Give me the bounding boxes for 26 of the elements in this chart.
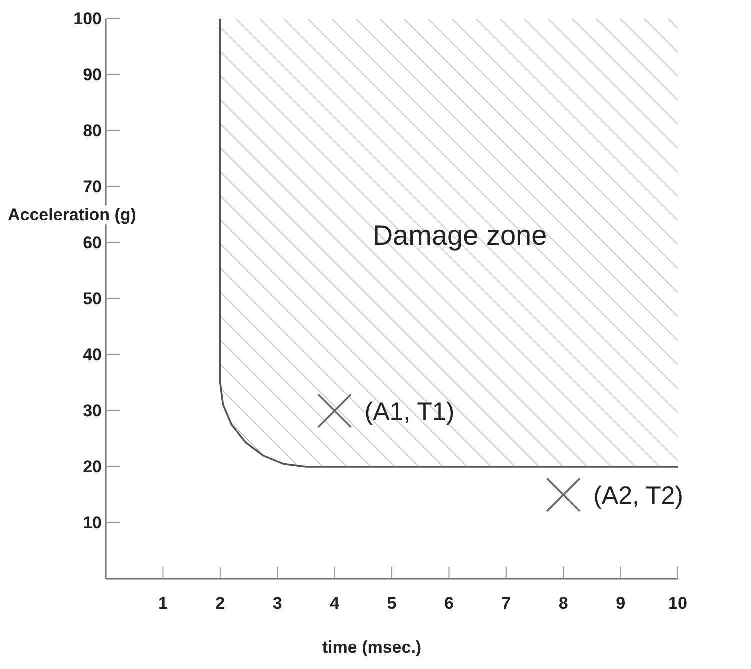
- y-axis-title: Acceleration (g): [8, 206, 136, 225]
- y-tick-label: 10: [83, 513, 102, 532]
- line-series: [220, 18, 679, 468]
- y-tick-label: 70: [83, 177, 102, 196]
- y-tick-label: 30: [83, 401, 102, 420]
- y-tick-label: 90: [83, 65, 102, 84]
- annotation: Damage zone: [372, 220, 548, 251]
- y-tick-label: 20: [83, 457, 102, 476]
- x-tick-label: 6: [444, 594, 454, 614]
- y-tick-label: 100: [74, 9, 102, 28]
- y-tick-label: 50: [83, 289, 102, 308]
- x-tick-label: 8: [558, 594, 568, 614]
- x-axis-title: time (msec.): [322, 638, 422, 657]
- annotation: (A2, T2): [594, 482, 684, 510]
- y-tick-label: 80: [83, 121, 102, 140]
- x-tick-label: 7: [502, 594, 512, 614]
- x-tick-label: 10: [668, 594, 688, 614]
- y-tick-label: 60: [83, 233, 102, 252]
- x-tick-label: 2: [216, 594, 226, 614]
- x-tick-label: 3: [272, 594, 282, 614]
- x-tick-label: 4: [330, 594, 340, 614]
- annotation: (A1, T1): [364, 398, 455, 426]
- y-tick-label: 40: [83, 345, 102, 364]
- x-tick-label: 1: [158, 594, 168, 614]
- x-tick-label: 5: [387, 594, 397, 614]
- x-tick-label: 9: [616, 594, 626, 614]
